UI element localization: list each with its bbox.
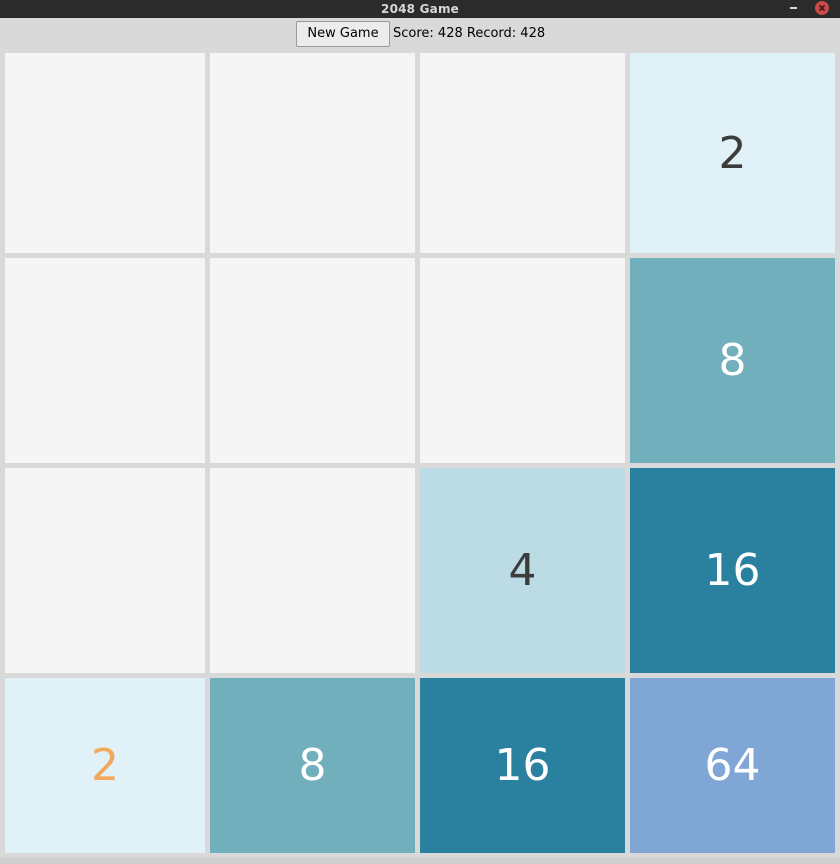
tile-r1-c2 [210,53,415,253]
minimize-icon[interactable] [787,0,801,18]
close-icon[interactable] [815,1,829,15]
score-record-label: Score: 428 Record: 428 [393,26,546,41]
window-bottom-edge [0,858,840,864]
tile-r2-c2 [210,258,415,463]
new-game-button[interactable]: New Game [296,21,390,47]
tile-r2-c4: 8 [630,258,835,463]
title-bar: 2048 Game [0,0,840,18]
tile-r3-c4: 16 [630,468,835,673]
tile-r1-c4: 2 [630,53,835,253]
tile-r4-c1: 2 [5,678,205,853]
game-board: 2 8 4 16 2 8 16 64 [0,48,840,864]
tile-r3-c2 [210,468,415,673]
window-title: 2048 Game [381,2,459,16]
tile-r3-c1 [5,468,205,673]
tile-r1-c1 [5,53,205,253]
tile-r4-c2: 8 [210,678,415,853]
tile-r2-c3 [420,258,625,463]
tile-r3-c3: 4 [420,468,625,673]
tile-r1-c3 [420,53,625,253]
tile-r4-c4: 64 [630,678,835,853]
tile-r2-c1 [5,258,205,463]
toolbar: New Game Score: 428 Record: 428 [0,18,840,48]
tile-r4-c3: 16 [420,678,625,853]
